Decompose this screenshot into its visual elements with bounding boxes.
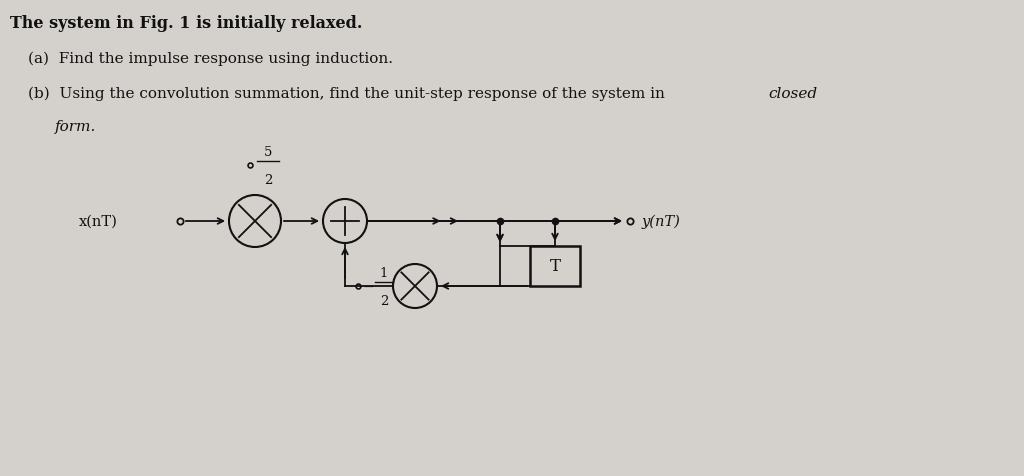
- Text: (b)  Using the convolution summation, find the unit-step response of the system : (b) Using the convolution summation, fin…: [28, 87, 670, 101]
- Text: y(nT): y(nT): [642, 214, 681, 228]
- Text: The system in Fig. 1 is initially relaxed.: The system in Fig. 1 is initially relaxe…: [10, 15, 362, 32]
- Text: 2: 2: [264, 174, 272, 187]
- Text: (a)  Find the impulse response using induction.: (a) Find the impulse response using indu…: [28, 52, 393, 66]
- Text: 1: 1: [380, 267, 388, 279]
- Text: 5: 5: [264, 146, 272, 159]
- Bar: [530, 247, 580, 287]
- Text: 2: 2: [380, 294, 388, 307]
- Text: −: −: [362, 279, 374, 293]
- Text: closed: closed: [768, 87, 817, 101]
- Text: form.: form.: [55, 120, 96, 134]
- Text: T: T: [550, 258, 560, 275]
- Text: x(nT): x(nT): [79, 215, 118, 228]
